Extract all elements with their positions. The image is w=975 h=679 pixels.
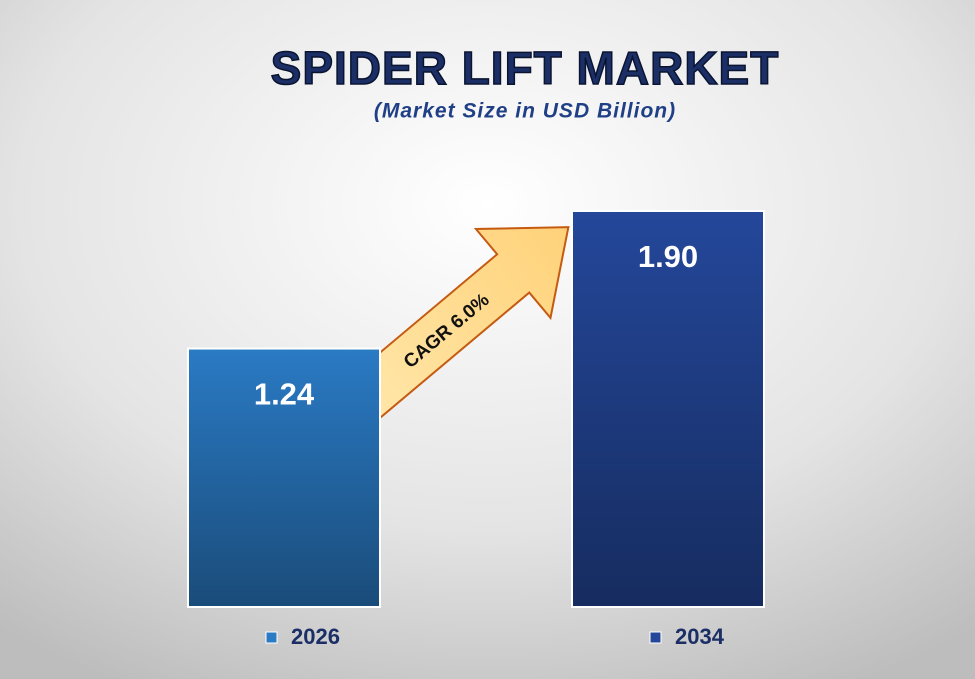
chart-subtitle: (Market Size in USD Billion) [374,100,676,123]
legend-label: 2026 [291,624,340,649]
chart-title: SPIDER LIFT MARKET [271,42,780,94]
bar-shade [573,212,763,606]
bar-shade [189,349,379,606]
value-label: 1.90 [638,239,698,274]
arrow-shape [342,226,570,423]
legend-swatch [649,631,662,644]
legend-swatch [265,631,278,644]
legend-label: 2034 [675,624,725,649]
value-label: 1.24 [254,377,315,412]
